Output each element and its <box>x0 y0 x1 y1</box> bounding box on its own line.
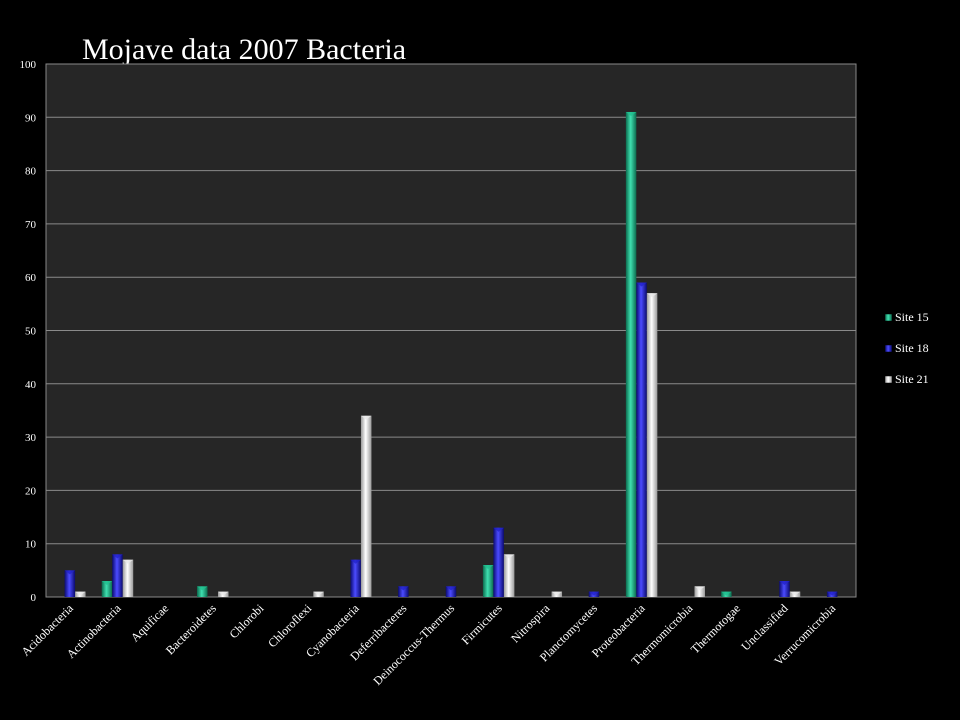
bar-cap <box>360 415 372 420</box>
x-category-label: Deinococcus-Thermus <box>370 601 457 688</box>
bar <box>694 586 705 597</box>
bar-body <box>493 527 504 597</box>
bar-cap <box>482 565 494 570</box>
y-tick-label: 30 <box>25 432 37 444</box>
bar-cap <box>694 586 705 591</box>
bar-body <box>122 559 134 597</box>
bar <box>101 581 113 597</box>
y-axis-ticks: 0 10 20 30 40 50 60 70 80 90 100 <box>20 59 37 604</box>
bars <box>64 111 838 597</box>
y-tick-label: 70 <box>25 219 37 231</box>
chart-title: Mojave data 2007 Bacteria <box>82 33 407 66</box>
bar <box>112 554 123 597</box>
bar-cap <box>625 111 637 116</box>
bar-cap <box>551 591 563 596</box>
bar <box>551 591 563 597</box>
y-tick-label: 50 <box>25 326 37 338</box>
bar-body <box>398 586 409 597</box>
bar-cap <box>64 570 76 575</box>
x-category-label: Chlorobi <box>226 601 267 642</box>
bar <box>721 591 732 597</box>
bar-cap <box>398 586 409 591</box>
bar-cap <box>75 591 86 596</box>
bar <box>826 591 838 597</box>
x-category-label: Chloroflexi <box>265 601 314 650</box>
bar-body <box>445 586 457 597</box>
y-tick-label: 90 <box>25 112 37 124</box>
bar <box>482 565 494 597</box>
y-tick-label: 20 <box>25 485 37 497</box>
bar <box>789 591 801 597</box>
x-category-label: Nitrospira <box>508 601 553 646</box>
legend-swatch <box>884 344 893 353</box>
bar <box>445 586 457 597</box>
bar <box>503 554 515 597</box>
y-tick-label: 100 <box>20 59 37 71</box>
legend-label: Site 21 <box>895 372 929 386</box>
bar <box>75 591 86 597</box>
bar-cap <box>112 554 123 559</box>
bar <box>493 527 504 597</box>
y-tick-label: 40 <box>25 379 37 391</box>
y-tick-label: 60 <box>25 272 37 284</box>
bar-cap <box>588 591 600 596</box>
bar <box>636 282 647 597</box>
bar-cap <box>197 586 208 591</box>
bar <box>360 415 372 597</box>
x-category-label: Thermotogae <box>688 601 743 656</box>
bar <box>218 591 229 597</box>
x-category-label: Firmicutes <box>459 601 505 647</box>
bar-cap <box>826 591 838 596</box>
bar <box>588 591 600 597</box>
gridlines <box>46 63 856 598</box>
bar-cap <box>503 554 515 559</box>
bar-body <box>503 554 515 597</box>
bar-body <box>197 586 208 597</box>
legend-swatch <box>884 375 893 384</box>
bar-cap <box>350 559 361 564</box>
bar-body <box>482 565 494 597</box>
bar <box>197 586 208 597</box>
bar-body <box>646 293 658 597</box>
y-tick-label: 0 <box>31 592 37 604</box>
bar-cap <box>445 586 457 591</box>
bar-body <box>636 282 647 597</box>
legend-label: Site 15 <box>895 310 929 324</box>
bar-body <box>360 415 372 597</box>
bar <box>779 581 790 597</box>
y-tick-label: 10 <box>25 539 37 551</box>
bar <box>398 586 409 597</box>
bar-body <box>625 111 637 597</box>
bar-body <box>101 581 113 597</box>
bar-cap <box>313 591 324 596</box>
y-tick-label: 80 <box>25 166 37 178</box>
bar-cap <box>646 293 658 298</box>
bar-body <box>112 554 123 597</box>
legend-swatch <box>884 313 893 322</box>
bar-cap <box>101 581 113 586</box>
bar-cap <box>636 282 647 287</box>
bar-cap <box>789 591 801 596</box>
bar-body <box>350 559 361 597</box>
bar-cap <box>779 581 790 586</box>
bar-cap <box>493 527 504 532</box>
bar <box>313 591 324 597</box>
bar-cap <box>122 559 134 564</box>
x-category-label: Aquificae <box>128 601 171 644</box>
bar <box>122 559 134 597</box>
bar-body <box>64 570 76 597</box>
bar-body <box>694 586 705 597</box>
legend-label: Site 18 <box>895 341 929 355</box>
bar <box>625 111 637 597</box>
bar <box>350 559 361 597</box>
bar <box>646 293 658 597</box>
bar-cap <box>721 591 732 596</box>
bar-body <box>779 581 790 597</box>
x-category-label: Bacteroidetes <box>163 601 219 657</box>
legend: Site 15 Site 18 Site 21 <box>884 310 929 386</box>
bar <box>64 570 76 597</box>
bar-cap <box>218 591 229 596</box>
